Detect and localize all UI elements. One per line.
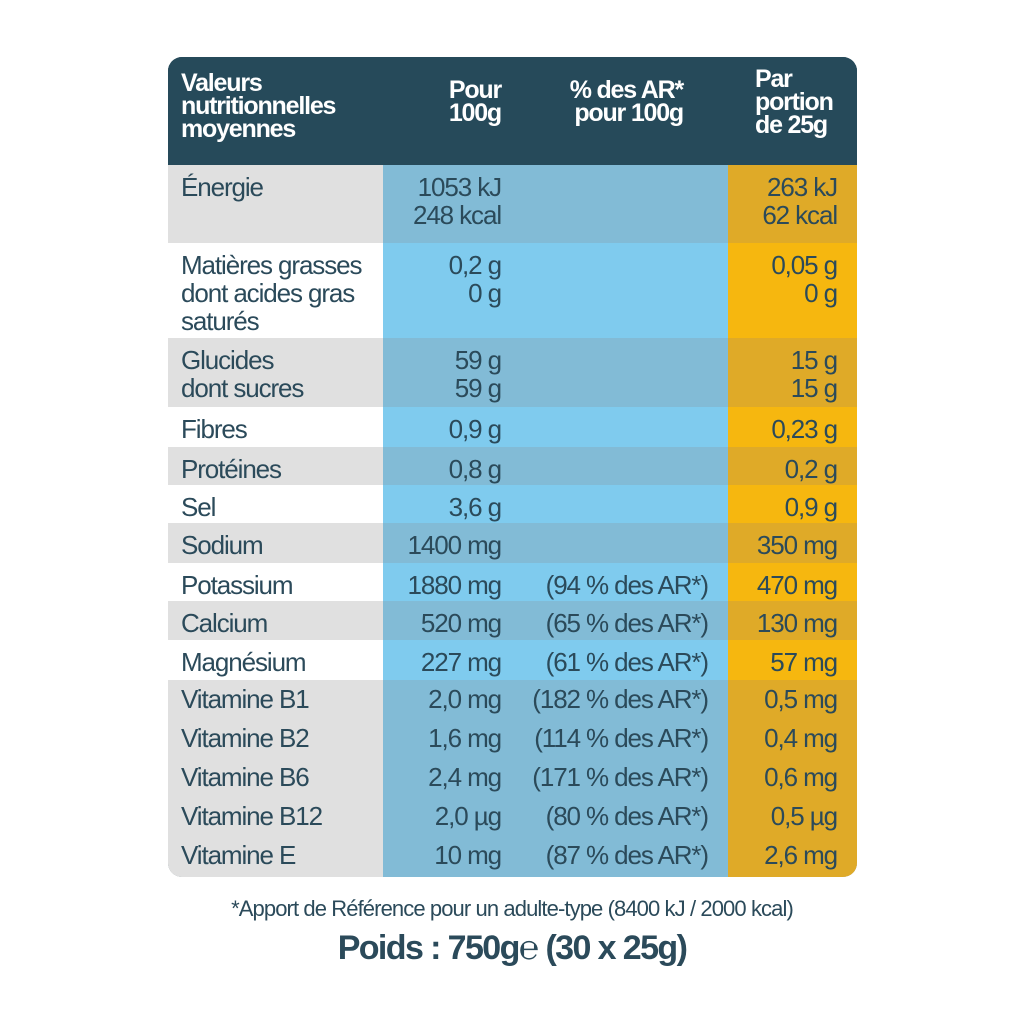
net-weight: Poids : 750g℮ (30 x 25g) [0,928,1024,968]
nutrient-label: Matières grasses dont acides gras saturé… [168,243,383,338]
reference-intake-percent: (61 % des AR*) [501,640,728,680]
value-per-portion: 0,05 g 0 g [728,243,857,338]
value-per-100g: 1053 kJ 248 kcal [383,165,502,243]
nutrient-label: Énergie [168,165,383,243]
table-row: Énergie 1053 kJ 248 kcal 263 kJ 62 kcal [168,165,857,243]
table-row: Potassium 1880 mg (94 % des AR*) 470 mg [168,563,857,601]
reference-intake-percent [501,523,728,563]
value-per-100g: 1400 mg [383,523,502,563]
value-per-portion: 0,5 mg 0,4 mg 0,6 mg 0,5 µg 2,6 mg [728,680,857,877]
value-per-portion: 470 mg [728,563,857,601]
header-per100: Pour 100g [448,76,502,127]
table-row: Vitamine B1 Vitamine B2 Vitamine B6 Vita… [168,680,857,877]
header-ar: % des AR* pour 100g [569,76,685,127]
nutrient-label: Fibres [168,407,383,447]
table-row: Glucides dont sucres 59 g 59 g 15 g 15 g [168,338,857,407]
table-body: Énergie 1053 kJ 248 kcal 263 kJ 62 kcal Mat… [168,165,857,877]
table-row: Calcium 520 mg (65 % des AR*) 130 mg [168,601,857,640]
value-per-portion: 57 mg [728,640,857,680]
table-header: Valeurs nutritionnelles moyennes Pour 10… [168,57,857,165]
reference-intake-percent [501,243,728,338]
nutrient-label: Magnésium [168,640,383,680]
table-row: Fibres 0,9 g 0,23 g [168,407,857,447]
reference-intake-percent [501,447,728,485]
value-per-100g: 0,8 g [383,447,502,485]
value-per-100g: 1880 mg [383,563,502,601]
value-per-portion: 263 kJ 62 kcal [728,165,857,243]
table-row: Sel 3,6 g 0,9 g [168,485,857,523]
nutrient-label: Sodium [168,523,383,563]
value-per-100g: 0,2 g 0 g [383,243,502,338]
header-portion: Par portion de 25g [755,65,834,139]
reference-intake-percent [501,485,728,523]
value-per-100g: 2,0 mg 1,6 mg 2,4 mg 2,0 µg 10 mg [383,680,502,877]
nutrition-table: Valeurs nutritionnelles moyennes Pour 10… [168,57,857,877]
reference-intake-percent: (94 % des AR*) [501,563,728,601]
estimated-sign-icon: ℮ [518,928,539,968]
nutrient-label: Potassium [168,563,383,601]
nutrient-label: Calcium [168,601,383,640]
reference-intake-percent: (65 % des AR*) [501,601,728,640]
value-per-portion: 130 mg [728,601,857,640]
value-per-100g: 59 g 59 g [383,338,502,407]
reference-intake-percent: (182 % des AR*) (114 % des AR*) (171 % d… [501,680,728,877]
table-row: Protéines 0,8 g 0,2 g [168,447,857,485]
nutrient-label: Vitamine B1 Vitamine B2 Vitamine B6 Vita… [168,680,383,877]
weight-detail: (30 x 25g) [545,929,687,967]
value-per-portion: 350 mg [728,523,857,563]
reference-intake-percent [501,407,728,447]
table-row: Matières grasses dont acides gras saturé… [168,243,857,338]
footnote: *Apport de Référence pour un adulte-type… [231,896,794,921]
nutrient-label: Sel [168,485,383,523]
table-row: Sodium 1400 mg 350 mg [168,523,857,563]
table-row: Magnésium 227 mg (61 % des AR*) 57 mg [168,640,857,680]
nutrient-label: Glucides dont sucres [168,338,383,407]
reference-intake-percent [501,165,728,243]
value-per-portion: 0,9 g [728,485,857,523]
header-label: Valeurs nutritionnelles moyennes [181,69,336,143]
value-per-100g: 0,9 g [383,407,502,447]
value-per-portion: 0,2 g [728,447,857,485]
reference-intake-percent [501,338,728,407]
nutrient-label: Protéines [168,447,383,485]
value-per-portion: 15 g 15 g [728,338,857,407]
value-per-100g: 520 mg [383,601,502,640]
value-per-100g: 3,6 g [383,485,502,523]
weight-label: Poids : 750g [337,929,521,967]
value-per-portion: 0,23 g [728,407,857,447]
value-per-100g: 227 mg [383,640,502,680]
